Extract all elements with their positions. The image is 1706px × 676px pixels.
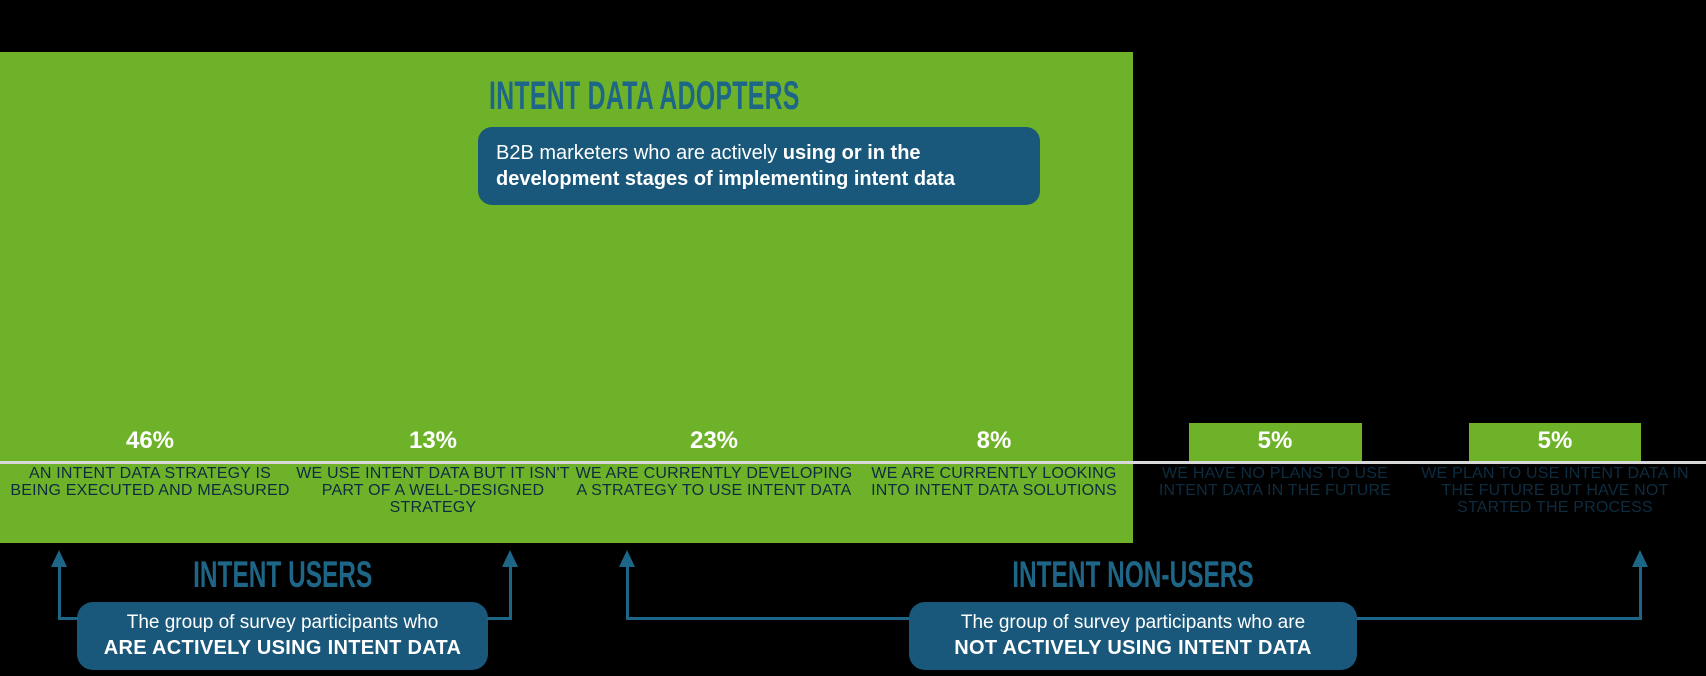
bar-column-5: 5% WE HAVE NO PLANS TO USE INTENT DATA I… xyxy=(1135,427,1415,499)
arrow-connector-line xyxy=(627,617,909,620)
adopters-description-line1: B2B marketers who are actively using or … xyxy=(496,142,921,164)
up-arrow-icon xyxy=(502,550,518,567)
nonusers-description-line2: NOT ACTIVELY USING INTENT DATA xyxy=(954,637,1312,659)
bar-category-label: WE ARE CURRENTLY DEVELOPING A STRATEGY T… xyxy=(575,465,853,499)
bar-value-label: 8% xyxy=(976,427,1012,454)
arrow-connector-line xyxy=(1357,617,1640,620)
arrow-stem-line xyxy=(1639,566,1642,620)
bar-column-2: 13% WE USE INTENT DATA BUT IT ISN'T PART… xyxy=(293,427,573,516)
bar-value-label: 23% xyxy=(689,427,739,454)
arrow-connector-line xyxy=(487,617,510,620)
bar-column-6: 5% WE PLAN TO USE INTENT DATA IN THE FUT… xyxy=(1415,427,1695,516)
users-description-line1: The group of survey participants who xyxy=(126,612,439,633)
bar-category-label: AN INTENT DATA STRATEGY IS BEING EXECUTE… xyxy=(10,465,290,499)
nonusers-description-box: The group of survey participants who are… xyxy=(909,602,1357,670)
bar-value-label: 5% xyxy=(1257,427,1293,454)
bar-value-label: 5% xyxy=(1537,427,1573,454)
adopters-title: INTENT DATA ADOPTERS xyxy=(489,76,990,116)
adopters-title-text: INTENT DATA ADOPTERS xyxy=(489,74,800,118)
bar-category-label: WE ARE CURRENTLY LOOKING INTO INTENT DAT… xyxy=(871,465,1117,499)
nonusers-description-line1: The group of survey participants who are xyxy=(960,612,1306,633)
arrow-stem-line xyxy=(509,566,512,620)
arrow-stem-line xyxy=(626,566,629,620)
bar-column-3: 23% WE ARE CURRENTLY DEVELOPING A STRATE… xyxy=(574,427,854,499)
bar-value-label: 13% xyxy=(408,427,458,454)
bar-column-4: 8% WE ARE CURRENTLY LOOKING INTO INTENT … xyxy=(854,427,1134,499)
users-group-title: INTENT USERS xyxy=(193,554,373,595)
up-arrow-icon xyxy=(1632,550,1648,567)
bar-category-label: WE HAVE NO PLANS TO USE INTENT DATA IN T… xyxy=(1158,465,1392,499)
bar-column-1: 46% AN INTENT DATA STRATEGY IS BEING EXE… xyxy=(10,427,290,499)
arrow-stem-line xyxy=(58,566,61,620)
up-arrow-icon xyxy=(51,550,67,567)
bar-value-label: 46% xyxy=(125,427,175,454)
bar-category-label: WE PLAN TO USE INTENT DATA IN THE FUTURE… xyxy=(1421,465,1689,516)
up-arrow-icon xyxy=(619,550,635,567)
bar-no-plans xyxy=(1189,423,1362,463)
arrow-connector-line xyxy=(59,617,78,620)
axis-baseline xyxy=(0,461,1706,464)
users-description-box: The group of survey participants who ARE… xyxy=(77,602,488,670)
adopters-description-line2: development stages of implementing inten… xyxy=(496,168,955,190)
adopters-description-box: B2B marketers who are actively using or … xyxy=(478,127,1040,205)
bar-category-label: WE USE INTENT DATA BUT IT ISN'T PART OF … xyxy=(296,465,570,516)
nonusers-group-title: INTENT NON-USERS xyxy=(1012,554,1254,595)
users-description-line2: ARE ACTIVELY USING INTENT DATA xyxy=(103,637,462,659)
bar-plan-not-started xyxy=(1469,423,1641,463)
